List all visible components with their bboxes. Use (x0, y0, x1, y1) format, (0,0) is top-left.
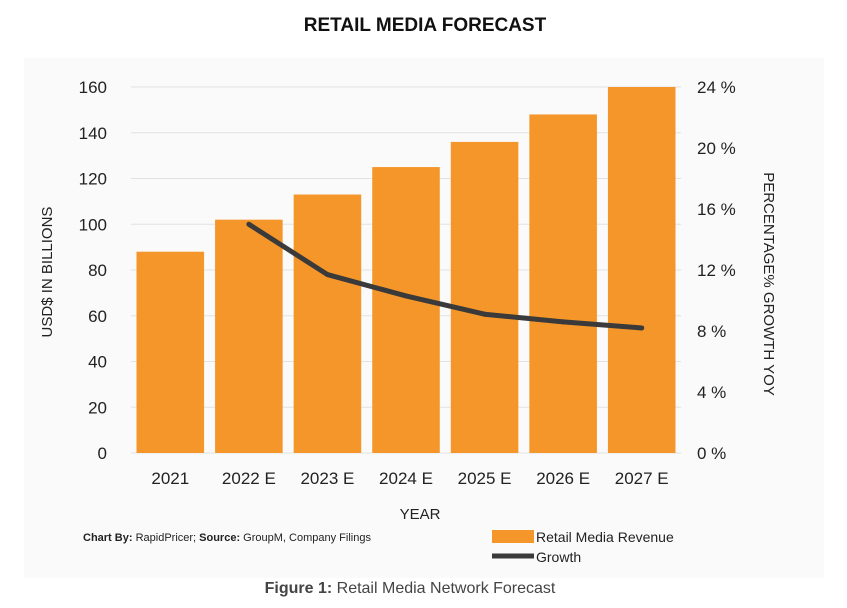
y-tick-label: 160 (79, 78, 107, 97)
bar-2 (293, 194, 362, 453)
y2-tick-label: 8 % (697, 322, 726, 341)
x-tick-label: 2026 E (536, 469, 590, 488)
bar-3 (372, 167, 440, 453)
y2-tick-label: 24 % (697, 78, 736, 97)
chart-credit: Chart By: RapidPricer; Source: GroupM, C… (83, 532, 371, 544)
y-tick-label: 80 (88, 261, 107, 280)
growth-point-4 (482, 311, 488, 317)
caption-text: Retail Media Network Forecast (332, 580, 556, 597)
bar-1 (215, 219, 283, 453)
x-tick-label: 2024 E (379, 469, 433, 488)
x-tick-label: 2023 E (300, 469, 354, 488)
y-tick-label: 20 (88, 398, 107, 417)
credit-by-value: RapidPricer; (133, 532, 200, 544)
credit-source-label: Source: (199, 532, 240, 544)
y2-tick-label: 4 % (697, 383, 726, 402)
growth-point-5 (560, 319, 566, 325)
y-tick-label: 140 (79, 124, 107, 143)
y2-axis-ticks: 0 % 4 % 8 % 12 % 16 % 20 % 24 % (697, 78, 736, 463)
y-tick-label: 0 (98, 444, 107, 463)
line-series (246, 221, 645, 331)
growth-point-1 (246, 221, 252, 227)
legend: Retail Media Revenue Growth (492, 529, 674, 565)
legend-label-growth: Growth (536, 549, 581, 565)
x-tick-label: 2025 E (458, 469, 512, 488)
caption-label: Figure 1: (265, 580, 333, 597)
bar-series (136, 87, 676, 453)
y-tick-label: 60 (88, 307, 107, 326)
y2-tick-label: 16 % (697, 200, 736, 219)
y-axis-label: USD$ IN BILLIONS (39, 207, 56, 338)
credit-by-label: Chart By: (83, 532, 133, 544)
x-tick-label: 2027 E (615, 469, 669, 488)
growth-point-2 (324, 272, 330, 278)
y2-tick-label: 20 % (697, 139, 736, 158)
x-tick-label: 2021 (151, 469, 189, 488)
y-tick-label: 100 (79, 215, 107, 234)
y2-tick-label: 12 % (697, 261, 736, 280)
bar-0 (136, 251, 205, 453)
growth-line (247, 222, 642, 331)
x-axis-label: YEAR (400, 506, 441, 523)
y-tick-label: 120 (79, 170, 107, 189)
bar-4 (450, 141, 519, 453)
growth-point-6 (639, 325, 645, 331)
x-tick-label: 2022 E (222, 469, 276, 488)
legend-label-revenue: Retail Media Revenue (536, 529, 674, 545)
chart-title: RETAIL MEDIA FORECAST (304, 15, 547, 36)
bar-5 (529, 114, 597, 453)
growth-point-3 (403, 293, 409, 299)
y-tick-label: 40 (88, 353, 107, 372)
x-axis-ticks: 2021 2022 E 2023 E 2024 E 2025 E 2026 E 2027 E (151, 469, 668, 488)
y-axis-ticks: 0 20 40 60 80 100 120 140 160 (79, 78, 107, 463)
credit-source-value: GroupM, Company Filings (240, 532, 371, 544)
figure-caption: Figure 1: Retail Media Network Forecast (265, 580, 556, 597)
legend-swatch-revenue (492, 530, 534, 543)
y2-axis-label: PERCENTAGE% GROWTH YOY (760, 172, 777, 396)
bar-6 (607, 87, 676, 453)
y2-tick-label: 0 % (697, 444, 726, 463)
